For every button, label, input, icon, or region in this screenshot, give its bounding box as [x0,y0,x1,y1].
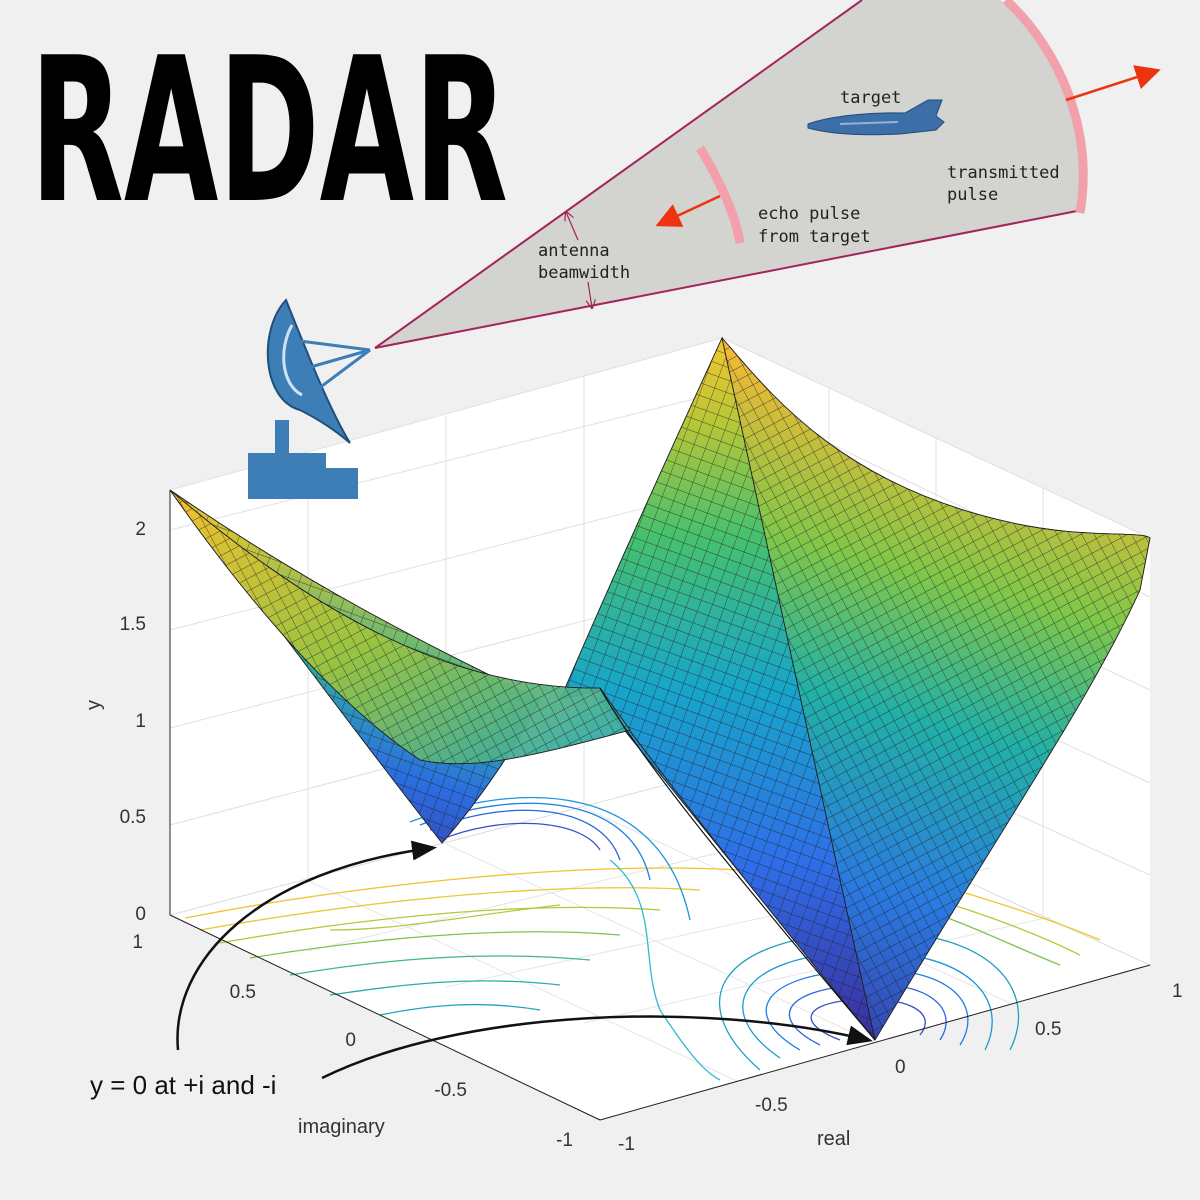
imag-tick: -0.5 [434,1080,467,1101]
z-tick: 0.5 [120,807,146,828]
imag-tick: 0.5 [230,982,256,1003]
beamwidth-arrow [588,281,592,308]
target-label: target [840,88,901,108]
z-tick: 2 [135,519,146,540]
transmitted-pulse [1002,0,1088,214]
echo-label-line1: echo pulse [758,204,860,224]
real-axis-label: real [817,1128,850,1150]
target-plane-icon [807,99,945,136]
echo-arrow [655,194,721,227]
beam-label-line1: antenna [538,241,610,261]
contour-lines [184,796,1101,1081]
imag-tick: 0 [345,1030,356,1051]
echo-label-line2: from target [758,227,871,247]
real-tick: -0.5 [755,1095,788,1116]
transmitted-label-line2: pulse [947,185,998,205]
real-tick: 0 [895,1057,906,1078]
radar-beam: target transmitted pulse echo pulse from… [374,0,1161,349]
echo-pulse [696,145,745,244]
z-tick: 1.5 [120,614,146,635]
real-tick: 1 [1172,981,1183,1002]
axis-lines [169,490,1151,1121]
z-tick: 1 [135,711,146,732]
z-axis-label: y [83,700,105,710]
surface-plot [169,336,1151,1041]
beam-label-line2: beamwidth [538,263,630,283]
imag-tick: -1 [556,1130,573,1151]
transmit-arrow [1065,65,1161,102]
transmitted-label-line1: transmitted [947,163,1060,183]
imag-tick: 1 [132,932,143,953]
annotation-text: y = 0 at +i and -i [90,1070,276,1100]
imag-axis-label: imaginary [298,1116,385,1138]
radar-dish-icon [248,298,371,499]
beamwidth-arrow [566,212,579,241]
page-title: RADAR [30,15,508,248]
z-tick: 0 [135,904,146,925]
real-tick: -1 [618,1134,635,1155]
real-tick: 0.5 [1035,1019,1061,1040]
annotation-arrows [176,840,873,1080]
